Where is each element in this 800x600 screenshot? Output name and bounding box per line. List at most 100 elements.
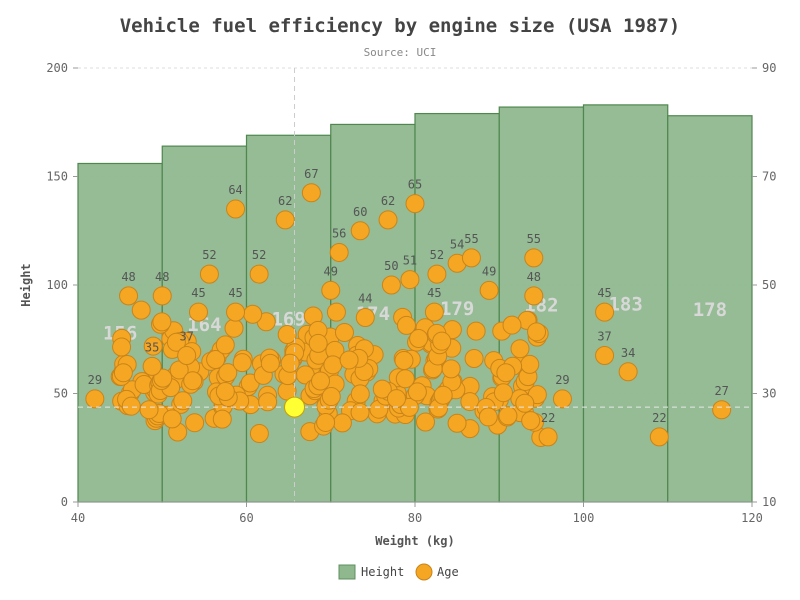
point-bg-211[interactable] bbox=[478, 407, 498, 427]
point-32[interactable] bbox=[649, 427, 669, 447]
point-bg-259[interactable] bbox=[387, 389, 407, 409]
point-1[interactable] bbox=[119, 286, 139, 306]
point-bg-7[interactable] bbox=[131, 300, 151, 320]
point-bg-220[interactable] bbox=[395, 369, 415, 389]
point-29[interactable] bbox=[595, 302, 615, 322]
point-10[interactable] bbox=[275, 210, 295, 230]
point-bg-196[interactable] bbox=[441, 359, 461, 379]
point-bg-185[interactable] bbox=[321, 387, 341, 407]
point-4[interactable] bbox=[177, 346, 197, 366]
point-17[interactable] bbox=[381, 275, 401, 295]
point-33[interactable] bbox=[712, 400, 732, 420]
point-bg-232[interactable] bbox=[372, 379, 392, 399]
point-23[interactable] bbox=[461, 248, 481, 268]
point-bg-198[interactable] bbox=[447, 413, 467, 433]
point-2[interactable] bbox=[142, 356, 162, 376]
point-bg-231[interactable] bbox=[280, 353, 300, 373]
point-bg-209[interactable] bbox=[112, 337, 132, 357]
point-bg-241[interactable] bbox=[316, 412, 336, 432]
point-31[interactable] bbox=[618, 362, 638, 382]
point-bg-250[interactable] bbox=[496, 363, 516, 383]
point-26[interactable] bbox=[524, 286, 544, 306]
point-bg-217[interactable] bbox=[432, 331, 452, 351]
point-bg-186[interactable] bbox=[493, 383, 513, 403]
point-bg-258[interactable] bbox=[215, 382, 235, 402]
point-9[interactable] bbox=[249, 264, 269, 284]
point-bg-227[interactable] bbox=[323, 355, 343, 375]
point-25[interactable] bbox=[524, 248, 544, 268]
point-bg-167[interactable] bbox=[215, 335, 235, 355]
point-bg-215[interactable] bbox=[498, 406, 518, 426]
point-19[interactable] bbox=[405, 194, 425, 214]
bar-7[interactable] bbox=[667, 115, 753, 503]
point-bg-136[interactable] bbox=[415, 412, 435, 432]
point-3[interactable] bbox=[152, 286, 172, 306]
point-13[interactable] bbox=[329, 242, 349, 262]
point-bg-178[interactable] bbox=[212, 409, 232, 429]
point-bg-202[interactable] bbox=[166, 332, 186, 352]
legend-item-height[interactable]: Height bbox=[338, 564, 404, 580]
point-bg-207[interactable] bbox=[162, 409, 182, 429]
point-bg-184[interactable] bbox=[464, 349, 484, 369]
point-18[interactable] bbox=[400, 270, 420, 290]
bar-label-4: 179 bbox=[440, 298, 474, 320]
point-bg-2[interactable] bbox=[143, 336, 163, 356]
point-bg-246[interactable] bbox=[121, 396, 141, 416]
point-label-21: 52 bbox=[430, 248, 444, 262]
point-bg-225[interactable] bbox=[409, 329, 429, 349]
point-bg-129[interactable] bbox=[218, 363, 238, 383]
point-bg-67[interactable] bbox=[332, 413, 352, 433]
point-bg-230[interactable] bbox=[152, 312, 172, 332]
point-11[interactable] bbox=[301, 183, 321, 203]
point-bg-76[interactable] bbox=[249, 424, 269, 444]
point-bg-114[interactable] bbox=[350, 384, 370, 404]
point-bg-160[interactable] bbox=[510, 339, 530, 359]
point-bg-252[interactable] bbox=[396, 315, 416, 335]
point-7[interactable] bbox=[226, 199, 246, 219]
point-bg-256[interactable] bbox=[326, 302, 346, 322]
point-bg-156[interactable] bbox=[206, 350, 226, 370]
point-5[interactable] bbox=[188, 302, 208, 322]
point-bg-212[interactable] bbox=[520, 354, 540, 374]
point-bg-248[interactable] bbox=[311, 371, 331, 391]
point-bg-251[interactable] bbox=[394, 351, 414, 371]
point-bg-240[interactable] bbox=[232, 353, 252, 373]
point-bg-249[interactable] bbox=[527, 322, 547, 342]
point-bg-193[interactable] bbox=[407, 382, 427, 402]
point-bg-219[interactable] bbox=[502, 315, 522, 335]
point-15[interactable] bbox=[355, 308, 375, 328]
point-bg-236[interactable] bbox=[521, 411, 541, 431]
point-bg-192[interactable] bbox=[277, 325, 297, 345]
point-bg-199[interactable] bbox=[466, 321, 486, 341]
point-24[interactable] bbox=[479, 280, 499, 300]
point-bg-210[interactable] bbox=[260, 353, 280, 373]
point-20[interactable] bbox=[424, 302, 444, 322]
point-label-18: 51 bbox=[403, 254, 417, 268]
point-bg-243[interactable] bbox=[339, 350, 359, 370]
point-28[interactable] bbox=[552, 389, 572, 409]
point-6[interactable] bbox=[199, 264, 219, 284]
highlighted-point[interactable] bbox=[284, 396, 306, 418]
point-0[interactable] bbox=[85, 389, 105, 409]
point-bg-257[interactable] bbox=[113, 363, 133, 383]
point-bg-181[interactable] bbox=[185, 413, 205, 433]
point-bg-233[interactable] bbox=[183, 371, 203, 391]
point-8[interactable] bbox=[226, 302, 246, 322]
point-bg-255[interactable] bbox=[258, 392, 278, 412]
point-bg-242[interactable] bbox=[433, 385, 453, 405]
point-bg-247[interactable] bbox=[515, 393, 535, 413]
point-bg-238[interactable] bbox=[308, 333, 328, 353]
point-bg-213[interactable] bbox=[139, 400, 159, 420]
legend-item-age[interactable]: Age bbox=[415, 563, 459, 581]
point-21[interactable] bbox=[427, 264, 447, 284]
point-bg-223[interactable] bbox=[350, 402, 370, 422]
point-bg-24[interactable] bbox=[224, 318, 244, 338]
point-bg-169[interactable] bbox=[243, 304, 263, 324]
point-12[interactable] bbox=[321, 280, 341, 300]
point-16[interactable] bbox=[378, 210, 398, 230]
point-27[interactable] bbox=[538, 427, 558, 447]
point-bg-177[interactable] bbox=[173, 391, 193, 411]
point-bg-121[interactable] bbox=[334, 323, 354, 343]
point-14[interactable] bbox=[350, 221, 370, 241]
point-30[interactable] bbox=[595, 346, 615, 366]
